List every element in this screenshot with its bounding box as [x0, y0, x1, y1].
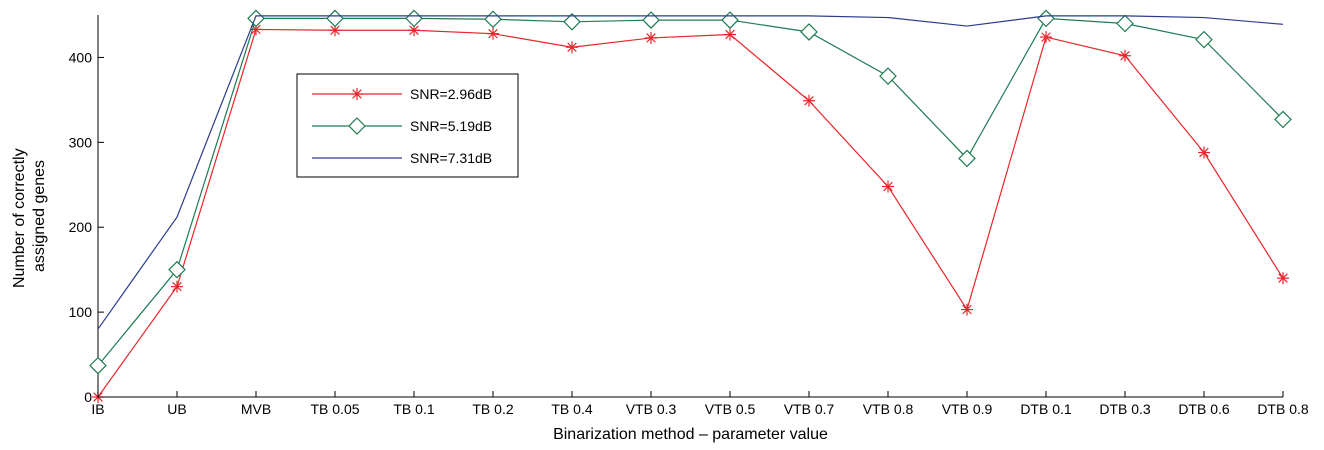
x-tick-label: TB 0.05 [310, 401, 359, 417]
series-line [97, 17, 1284, 366]
legend: SNR=2.96dB SNR=5.19dB SNR=7.31dB [296, 73, 519, 178]
asterisk-marker [566, 41, 578, 54]
series-line [97, 15, 1284, 330]
asterisk-marker [882, 180, 894, 193]
series-3 [97, 15, 1284, 330]
plot-frame [97, 15, 1283, 398]
asterisk-marker [961, 303, 973, 316]
y-tick-label: 200 [69, 219, 93, 235]
x-tick-label: VTB 0.3 [626, 401, 677, 417]
y-axis-title-line-2: assigned genes [31, 160, 48, 272]
diamond-marker [1274, 110, 1292, 129]
diamond-marker [800, 23, 818, 41]
asterisk-marker [408, 24, 420, 37]
y-tick-label: 400 [69, 49, 93, 65]
x-tick-label: DTB 0.6 [1178, 401, 1230, 417]
asterisk-marker [803, 94, 815, 107]
diamond-marker [484, 10, 502, 29]
diamond-marker [721, 11, 739, 29]
diamond-marker [348, 117, 366, 135]
x-axis: IB UB MVB TB 0.05 TB 0.1 TB 0.2 TB 0.4 VTB 0.3 V… [91, 391, 1309, 417]
x-tick-label: MVB [241, 401, 271, 417]
x-tick-label: VTB 0.7 [784, 401, 835, 417]
x-tick-label: IB [91, 401, 104, 417]
asterisk-marker [1198, 146, 1210, 159]
diamond-marker [89, 356, 107, 375]
asterisk-marker [645, 31, 657, 44]
asterisk-marker [487, 27, 499, 40]
x-tick-label: TB 0.4 [551, 401, 592, 417]
y-axis-title: Number of correctly assigned genes [11, 144, 48, 288]
diamond-marker [879, 67, 897, 85]
y-axis: 0 100 200 300 400 [69, 49, 104, 405]
asterisk-marker [724, 28, 736, 41]
asterisk-marker [171, 280, 183, 293]
legend-item: SNR=5.19dB [312, 117, 492, 135]
x-tick-label: VTB 0.5 [705, 401, 756, 417]
diamond-marker [405, 9, 423, 28]
legend-label: SNR=2.96dB [410, 86, 492, 102]
y-tick-label: 300 [69, 134, 93, 150]
diamond-marker [563, 12, 581, 31]
y-axis-title-line-1: Number of correctly [11, 148, 28, 288]
diamond-marker [1116, 14, 1134, 33]
diamond-marker [958, 149, 976, 168]
asterisk-marker [1040, 31, 1052, 44]
asterisk-marker [329, 24, 341, 37]
x-tick-label: DTB 0.1 [1020, 401, 1072, 417]
series-layer [89, 9, 1292, 403]
x-tick-label: VTB 0.9 [942, 401, 993, 417]
diamond-marker [168, 260, 186, 279]
x-tick-label: VTB 0.8 [863, 401, 914, 417]
x-axis-title: Binarization method – parameter value [553, 426, 828, 443]
diamond-marker [1037, 9, 1055, 28]
diamond-marker [642, 11, 660, 29]
legend-item: SNR=7.31dB [312, 150, 492, 166]
series-line [97, 28, 1284, 398]
legend-label: SNR=7.31dB [410, 150, 492, 166]
x-tick-label: TB 0.1 [393, 401, 434, 417]
series-1 [92, 23, 1289, 403]
x-tick-label: DTB 0.8 [1257, 401, 1309, 417]
legend-item: SNR=2.96dB [312, 86, 492, 102]
series-2 [89, 9, 1292, 375]
x-tick-label: TB 0.2 [472, 401, 513, 417]
y-tick-label: 100 [69, 304, 93, 320]
legend-label: SNR=5.19dB [410, 118, 492, 134]
asterisk-marker [351, 88, 363, 100]
diamond-marker [1195, 30, 1213, 49]
y-tick-label: 0 [84, 389, 92, 405]
diamond-marker [326, 9, 344, 28]
x-tick-label: UB [167, 401, 186, 417]
diamond-marker [247, 9, 265, 28]
asterisk-marker [1119, 49, 1131, 62]
x-tick-label: DTB 0.3 [1099, 401, 1151, 417]
asterisk-marker [1277, 272, 1289, 285]
